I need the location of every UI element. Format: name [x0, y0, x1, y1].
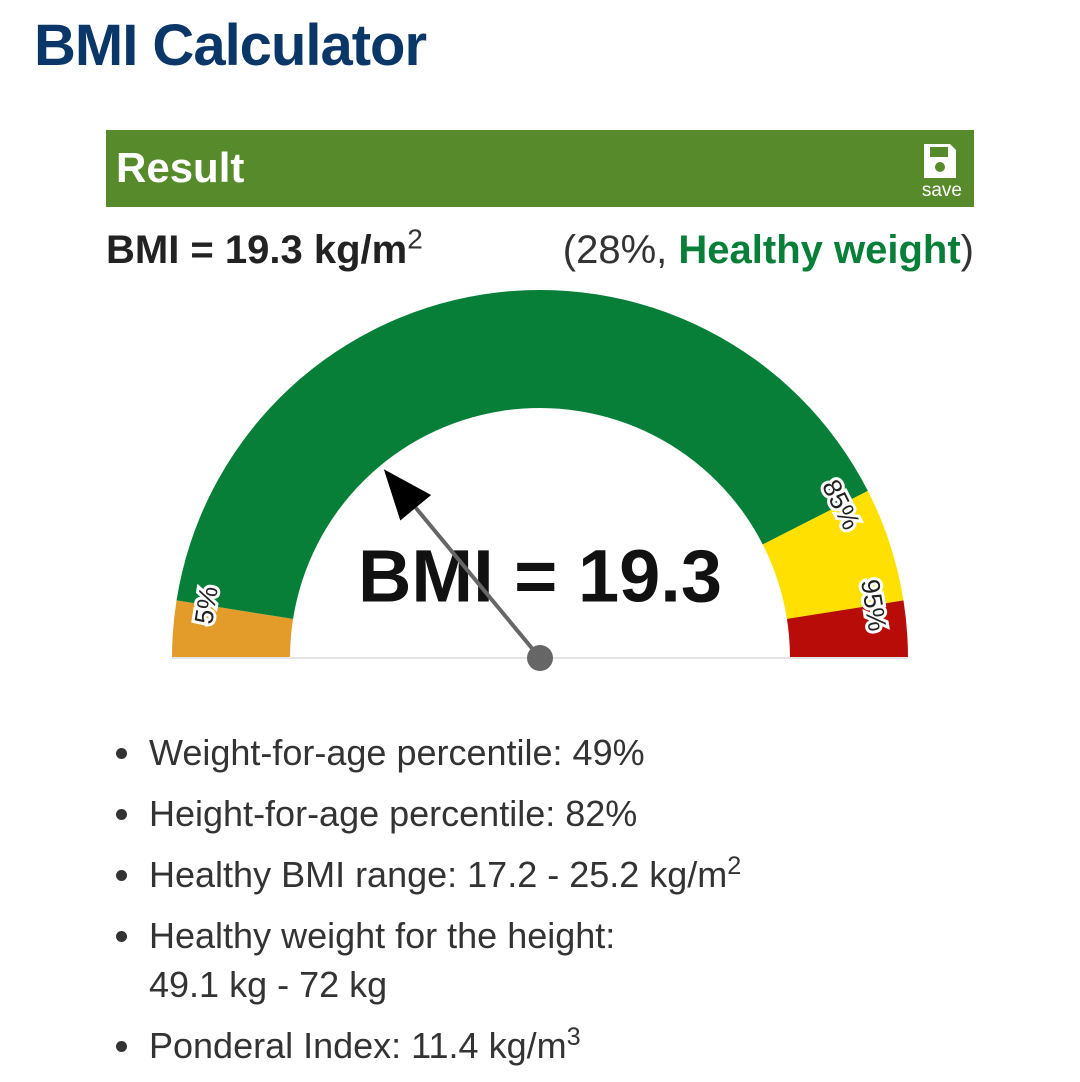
detail-text: Healthy weight for the height:: [149, 915, 616, 956]
gauge-segment: [762, 490, 904, 619]
gauge-segment: [176, 290, 868, 619]
detail-item: Healthy weight for the height: 49.1 kg - …: [112, 911, 741, 1009]
gauge-segment: [786, 600, 908, 658]
detail-text: Weight-for-age percentile: 49%: [149, 732, 645, 773]
percentile-text: (28%,: [562, 228, 679, 272]
tick-group: 5%: [185, 581, 227, 629]
needle-pivot: [527, 645, 553, 671]
save-icon[interactable]: [920, 144, 960, 180]
detail-text: Healthy BMI range: 17.2 - 25.2 kg/m: [149, 854, 728, 895]
detail-item: Height-for-age percentile: 82%: [112, 789, 741, 838]
result-header: Result save: [106, 130, 974, 207]
gauge-segment: [172, 600, 294, 658]
detail-item: Healthy BMI range: 17.2 - 25.2 kg/m2: [112, 850, 741, 899]
unit-power: 2: [727, 852, 742, 880]
bmi-value: BMI = 19.3 kg/m2: [106, 225, 423, 273]
page-title: BMI Calculator: [34, 13, 427, 78]
bmi-label: BMI = 19.3 kg/m: [106, 228, 408, 272]
unit-power: 3: [566, 1023, 581, 1051]
details-list: Weight-for-age percentile: 49% Height-for…: [112, 728, 741, 1082]
close-paren: ): [960, 228, 974, 272]
tick-label: 5%: [188, 584, 224, 626]
detail-text: Height-for-age percentile: 82%: [149, 793, 638, 834]
needle-shaft: [414, 506, 542, 660]
percentile-info: (28%, Healthy weight): [563, 228, 974, 273]
detail-item: Weight-for-age percentile: 49%: [112, 728, 741, 777]
detail-text: 49.1 kg - 72 kg: [149, 964, 388, 1005]
detail-text: Ponderal Index: 11.4 kg/m: [149, 1025, 567, 1066]
unit-power: 2: [407, 223, 423, 255]
detail-item: Ponderal Index: 11.4 kg/m3: [112, 1021, 741, 1070]
gauge-center-text: BMI = 19.3: [358, 535, 722, 618]
section-title: Result: [116, 144, 245, 191]
category: Healthy weight: [678, 228, 961, 272]
result-line: BMI = 19.3 kg/m2 (28%, Healthy weight): [106, 225, 974, 273]
gauge: 5%85%95%BMI = 19.3: [172, 290, 908, 671]
save-button[interactable]: save: [921, 180, 962, 201]
needle-head: [383, 469, 432, 521]
needle: [383, 469, 542, 660]
